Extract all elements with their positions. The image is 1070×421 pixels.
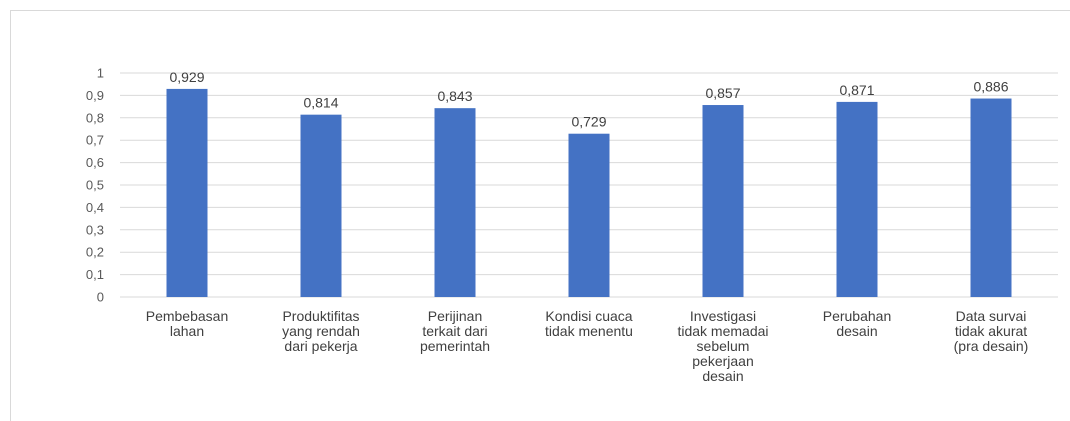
- chart-border-top: [10, 10, 1070, 11]
- category-label-line: tidak menentu: [545, 323, 633, 339]
- data-label: 0,886: [973, 79, 1008, 95]
- data-label: 0,929: [169, 69, 204, 85]
- category-label: Investigasi tidak memadai sebelum pekerjaan…: [677, 308, 768, 384]
- category-label-line: desain: [836, 323, 877, 339]
- category-label: Kondisi cuaca tidak menentu: [545, 308, 633, 339]
- data-labels: 0,929 0,814 0,843 0,729 0,857 0,871 0,886: [169, 69, 1008, 130]
- bars: [166, 88, 1012, 298]
- category-label-line: lahan: [170, 323, 204, 339]
- category-label-line: terkait dari: [422, 323, 487, 339]
- category-label-line: pemerintah: [420, 338, 490, 354]
- chart-border-left: [10, 10, 11, 421]
- data-label: 0,857: [705, 85, 740, 101]
- category-label-line: yang rendah: [282, 323, 360, 339]
- category-label-line: pekerjaan: [692, 353, 754, 369]
- data-label: 0,814: [303, 95, 338, 111]
- category-label-line: dari pekerja: [284, 338, 357, 354]
- category-label-line: sebelum: [697, 338, 750, 354]
- y-tick-label: 1: [97, 66, 104, 81]
- category-label-line: Produktifitas: [282, 308, 359, 324]
- category-label-line: tidak akurat: [955, 323, 1027, 339]
- y-tick-label: 0: [97, 290, 104, 305]
- category-label-line: desain: [702, 368, 743, 384]
- bar: [300, 114, 342, 297]
- bar: [568, 133, 610, 297]
- category-label-line: Investigasi: [690, 308, 756, 324]
- category-label: Produktifitas yang rendah dari pekerja: [282, 308, 360, 354]
- y-tick-label: 0,4: [86, 200, 104, 215]
- y-axis-ticks: 0 0,1 0,2 0,3 0,4 0,5 0,6 0,7 0,8 0,9 1: [86, 66, 104, 305]
- category-label-line: (pra desain): [954, 338, 1029, 354]
- y-tick-label: 0,2: [86, 245, 104, 260]
- y-tick-label: 0,9: [86, 88, 104, 103]
- y-tick-label: 0,8: [86, 110, 104, 125]
- bar: [434, 108, 476, 297]
- y-tick-label: 0,7: [86, 133, 104, 148]
- bar: [166, 88, 208, 298]
- category-label-line: Perijinan: [428, 308, 482, 324]
- data-label: 0,871: [839, 82, 874, 98]
- category-label: Perubahan desain: [823, 308, 892, 339]
- category-label: Pembebasan lahan: [146, 308, 229, 339]
- category-label-line: Data survai: [956, 308, 1027, 324]
- category-label-line: Pembebasan: [146, 308, 229, 324]
- data-label: 0,843: [437, 88, 472, 104]
- category-label: Perijinan terkait dari pemerintah: [420, 308, 490, 354]
- data-label: 0,729: [571, 114, 606, 130]
- category-label-line: tidak memadai: [677, 323, 768, 339]
- bar: [970, 98, 1012, 297]
- y-tick-label: 0,3: [86, 222, 104, 237]
- category-label-line: Kondisi cuaca: [545, 308, 632, 324]
- bar: [836, 101, 878, 298]
- category-label: Data survai tidak akurat (pra desain): [954, 308, 1029, 354]
- y-tick-label: 0,5: [86, 178, 104, 193]
- y-tick-label: 0,1: [86, 267, 104, 282]
- category-label-line: Perubahan: [823, 308, 892, 324]
- y-tick-label: 0,6: [86, 155, 104, 170]
- bar: [702, 105, 744, 297]
